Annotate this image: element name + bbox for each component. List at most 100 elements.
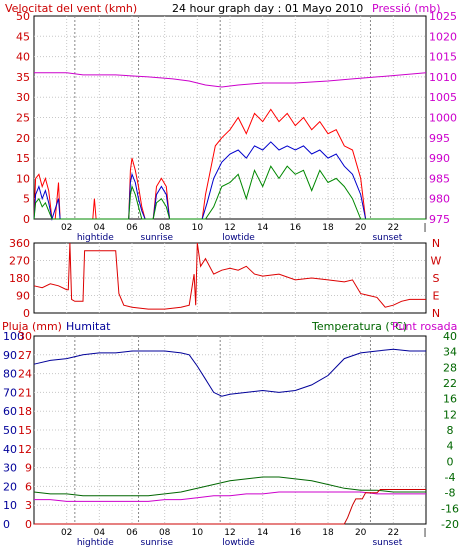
compass-tick-label: N: [432, 307, 440, 320]
direction-grid: [34, 243, 426, 313]
time-tick-label: 04: [94, 528, 106, 538]
direction-tick-label: 90: [16, 290, 30, 303]
rain-tick-label: 6: [25, 480, 32, 493]
time-tick-label: 10: [192, 223, 204, 233]
humidity-tick-label: 50: [3, 424, 17, 437]
wind-direction-line: [33, 242, 426, 310]
temperature-tick-label: -16: [441, 502, 459, 515]
temperature-tick-label: -4: [445, 471, 456, 484]
rain-tick-label: 15: [18, 424, 32, 437]
time-tick-label: 20: [355, 223, 367, 233]
time-tick-label: |: [423, 528, 426, 538]
temperature-tick-label: 0: [447, 455, 454, 468]
wind-tick-label: 40: [16, 51, 30, 64]
time-tick-label: 12: [224, 528, 235, 538]
temperature-tick-label: 12: [443, 408, 457, 421]
time-tick-label: 02: [61, 528, 72, 538]
temperature-tick-label: 40: [443, 330, 457, 343]
marker-label: hightide: [77, 538, 114, 548]
rain-line: [34, 489, 426, 525]
time-tick-label: 16: [290, 223, 302, 233]
time-tick-label: 14: [257, 223, 269, 233]
pressure-tick-label: 975: [429, 213, 450, 226]
time-tick-label: 18: [322, 528, 334, 538]
temperature-tick-label: 28: [443, 361, 457, 374]
chart-title: 24 hour graph day : 01 Mayo 2010: [172, 2, 363, 15]
humidity-tick-label: 10: [3, 499, 17, 512]
rain-tick-label: 3: [25, 499, 32, 512]
time-tick-label: 22: [388, 223, 399, 233]
direction-degree-ticks: 0 90 180 270 360: [9, 237, 30, 320]
time-tick-label: 08: [159, 528, 171, 538]
humidity-tick-label: 100: [3, 330, 24, 343]
wind-tick-label: 35: [16, 71, 30, 84]
wind-avg-line: [33, 141, 426, 221]
rain-axis-title: Pluja (mm): [2, 320, 62, 333]
time-tick-label: 06: [126, 223, 138, 233]
wind-min-line: [33, 165, 426, 220]
time-tick-label: 10: [192, 528, 204, 538]
pressure-axis-ticks: 975 980 985 990 995 1000 1005 1010 1015 1020 1025: [429, 10, 457, 226]
humidity-axis-ticks: 0 10 20 30 40 50 60 70 80 90 100: [3, 330, 24, 531]
marker-label: sunrise: [141, 538, 174, 548]
pressure-tick-label: 1000: [429, 112, 457, 125]
bottom-time-axis-ticks: 02 04 06 08 10 12 14 16 18 20 22 |: [61, 528, 427, 538]
humidity-line: [33, 348, 426, 397]
marker-label: hightide: [77, 233, 114, 243]
time-tick-label: 08: [159, 223, 171, 233]
temperature-tick-label: 22: [443, 377, 457, 390]
wind-pressure-panel: Velocitat del vent (kmh) 24 hour graph d…: [5, 2, 457, 243]
humidity-tick-label: 60: [3, 405, 17, 418]
pressure-tick-label: 1020: [429, 30, 457, 43]
humidity-tick-label: 70: [3, 386, 17, 399]
wind-grid: [34, 16, 426, 219]
temperature-tick-label: 4: [447, 440, 454, 453]
compass-tick-label: W: [431, 255, 442, 268]
wind-axis-title: Velocitat del vent (kmh): [5, 2, 137, 15]
wind-tick-label: 25: [16, 112, 30, 125]
temperature-tick-label: 8: [447, 424, 454, 437]
marker-label: sunset: [372, 538, 402, 548]
compass-tick-label: S: [433, 272, 440, 285]
pressure-tick-label: 995: [429, 132, 450, 145]
time-tick-label: 06: [126, 528, 138, 538]
humidity-tick-label: 20: [3, 480, 17, 493]
compass-tick-label: N: [432, 237, 440, 250]
rain-tick-label: 21: [18, 386, 32, 399]
rain-tick-label: 9: [25, 462, 32, 475]
rain-axis-ticks: 0 3 6 9 12 15 18 21 24 27 30: [18, 330, 32, 531]
pressure-tick-label: 1010: [429, 71, 457, 84]
time-tick-label: 22: [388, 528, 399, 538]
temp-humidity-panel: Pluja (mm) Humitat Temperatura (°C) Punt…: [2, 320, 459, 548]
time-tick-label: |: [423, 223, 426, 233]
wind-tick-label: 10: [16, 172, 30, 185]
wind-tick-label: 50: [16, 10, 30, 23]
temperature-axis-ticks: -20 -16 -8 -4 0 4 8 12 16 22 28 34 40: [441, 330, 459, 531]
rain-tick-label: 18: [18, 405, 32, 418]
humidity-tick-label: 40: [3, 443, 17, 456]
time-tick-label: 18: [322, 223, 334, 233]
marker-label: lowtide: [222, 233, 255, 243]
pressure-tick-label: 1005: [429, 91, 457, 104]
rain-tick-label: 24: [18, 368, 32, 381]
wind-tick-label: 30: [16, 91, 30, 104]
rain-tick-label: 0: [25, 518, 32, 531]
humidity-tick-label: 80: [3, 368, 17, 381]
wind-tick-label: 15: [16, 152, 30, 165]
pressure-tick-label: 985: [429, 172, 450, 185]
pressure-tick-label: 1015: [429, 51, 457, 64]
wind-tick-label: 0: [23, 213, 30, 226]
rain-tick-label: 27: [18, 349, 32, 362]
bottom-tide-sun-markers: hightide sunrise lowtide sunset: [74, 336, 403, 548]
temp-grid: [34, 336, 426, 524]
pressure-line: [34, 72, 427, 88]
time-tick-label: 16: [290, 528, 302, 538]
pressure-tick-label: 990: [429, 152, 450, 165]
time-tick-label: 14: [257, 528, 269, 538]
marker-label: lowtide: [222, 538, 255, 548]
temperature-tick-label: -20: [441, 518, 459, 531]
time-tick-label: 02: [61, 223, 72, 233]
pressure-tick-label: 980: [429, 193, 450, 206]
